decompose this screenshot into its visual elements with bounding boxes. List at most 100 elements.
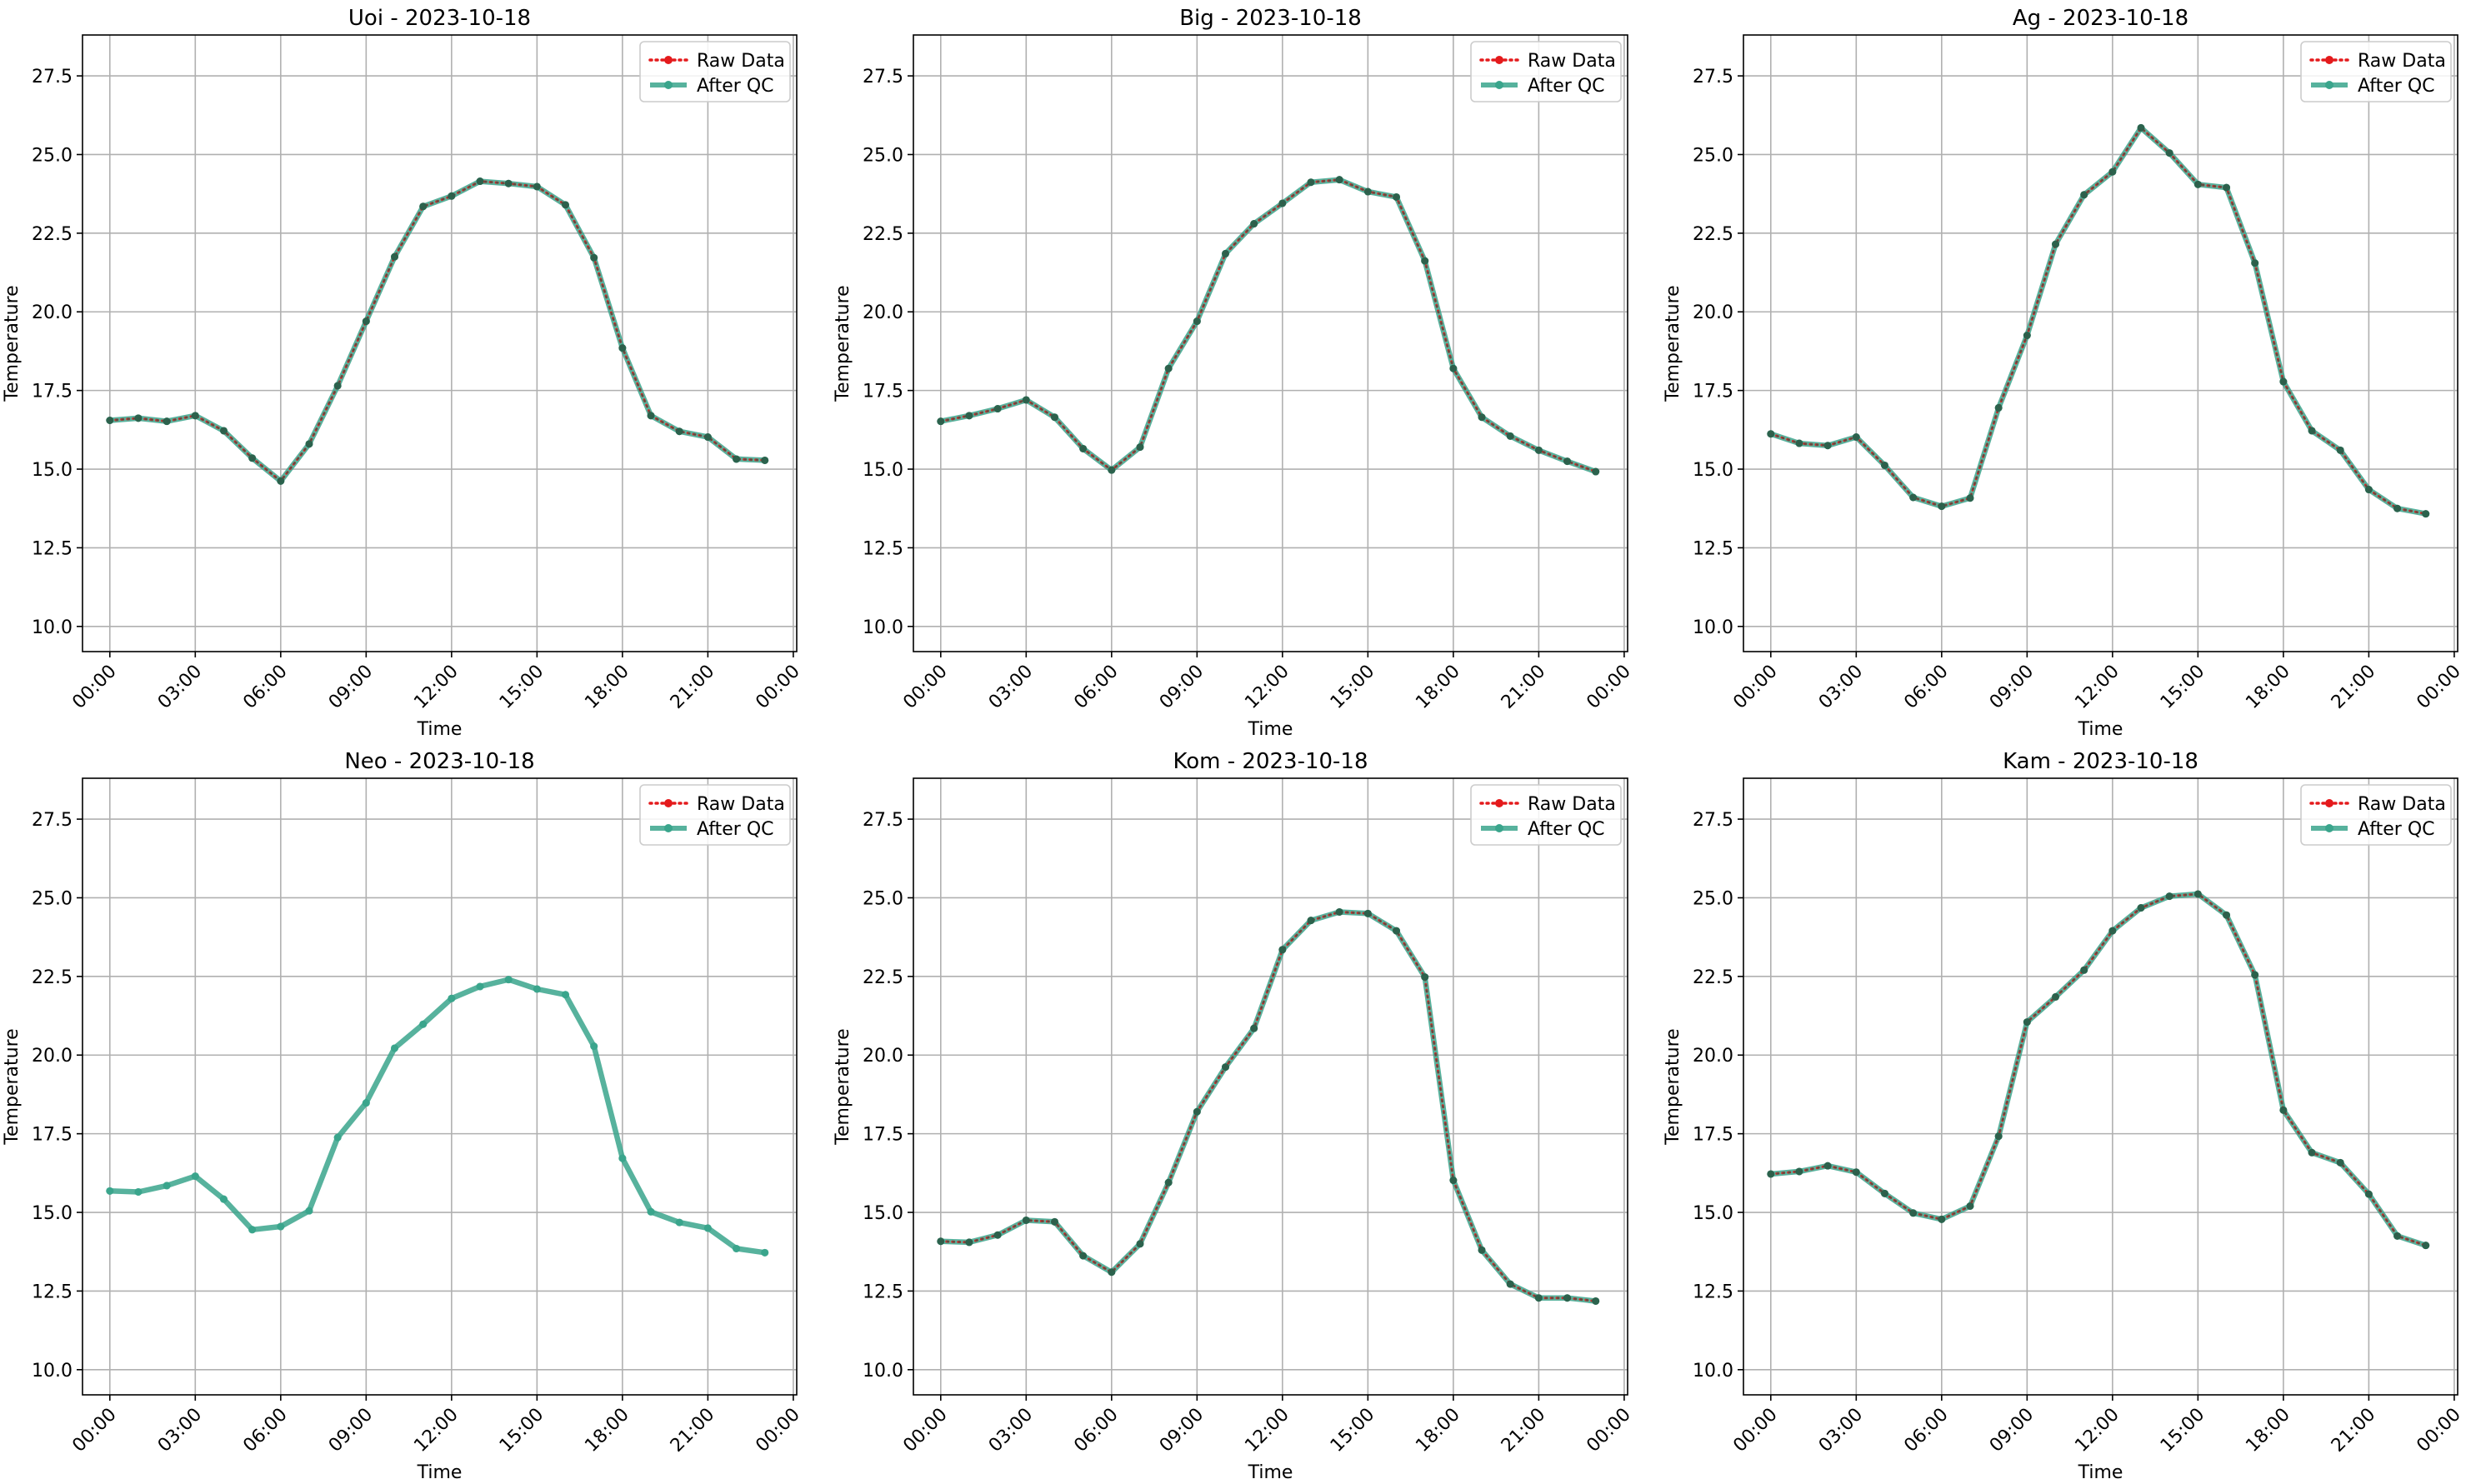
y-tick-label: 17.5 <box>1693 1125 1733 1146</box>
y-tick-label: 10.0 <box>1693 617 1733 638</box>
x-tick-label: 03:00 <box>154 661 207 713</box>
x-axis-label: Time <box>417 1462 463 1483</box>
series-raw-point <box>647 412 655 420</box>
x-tick-label: 06:00 <box>239 1404 292 1457</box>
chart-panel-5: 10.0 12.5 15.0 17.5 20.0 22.5 25.0 27.5 00:00 03:… <box>833 749 1635 1483</box>
x-tick-label: 00:00 <box>752 661 804 713</box>
legend-qc-marker <box>1495 824 1503 832</box>
chart-title: Kam - 2023-10-18 <box>2003 749 2198 774</box>
legend-raw-marker <box>664 799 673 807</box>
x-tick-label: 03:00 <box>1815 661 1868 713</box>
y-tick-label: 20.0 <box>863 1046 903 1067</box>
x-tick-label: 18:00 <box>1412 661 1464 713</box>
y-axis-label: Temperature <box>2 285 23 402</box>
x-tick-label: 09:00 <box>325 661 378 713</box>
x-tick-label: 06:00 <box>1900 661 1953 713</box>
series-raw-point <box>618 1154 627 1162</box>
legend: Raw Data After QC <box>2300 41 2452 102</box>
series-raw-point <box>333 382 342 390</box>
x-tick-label: 09:00 <box>1156 1404 1208 1457</box>
y-tick-label: 20.0 <box>863 302 903 323</box>
plot-frame <box>913 777 1628 1396</box>
series-raw-point <box>1938 502 1946 511</box>
series-raw-point <box>248 1226 257 1234</box>
series-overlap-line <box>940 178 1597 473</box>
x-axis-label: Time <box>2078 719 2123 740</box>
series-raw-point <box>1938 1215 1946 1223</box>
series-raw-point <box>590 1042 598 1051</box>
x-tick-label: 18:00 <box>2242 1404 2294 1457</box>
series-raw-point <box>1795 1167 1803 1176</box>
y-tick-label: 25.0 <box>1693 888 1733 909</box>
x-tick-label: 06:00 <box>239 661 292 713</box>
series-raw-point <box>533 985 541 993</box>
x-tick-label: 12:00 <box>410 661 463 713</box>
series-raw-point <box>1335 176 1343 184</box>
series-raw-line <box>939 910 1598 1302</box>
series-raw-point <box>191 1172 199 1181</box>
chart-panel-4: 10.0 12.5 15.0 17.5 20.0 22.5 25.0 27.5 00:00 03:… <box>2 749 804 1483</box>
y-tick-label: 12.5 <box>863 1282 903 1302</box>
series-raw-point <box>1852 1168 1860 1177</box>
y-tick-label: 17.5 <box>32 382 73 402</box>
x-tick-label: 00:00 <box>1729 661 1782 713</box>
series-overlap-line <box>109 180 765 482</box>
legend: Raw Data After QC <box>639 784 791 846</box>
series-raw-point <box>1449 1177 1458 1185</box>
series-raw-point <box>2052 240 2060 248</box>
series-raw-point <box>163 417 171 426</box>
series-raw-point <box>1592 1297 1600 1305</box>
legend-raw-label: Raw Data <box>2358 51 2446 72</box>
series-raw-point <box>993 1231 1002 1239</box>
y-tick-label: 25.0 <box>32 888 73 909</box>
series-after-qc-line <box>1768 891 2428 1248</box>
series-raw-point <box>2165 892 2173 901</box>
y-tick-label: 27.5 <box>32 67 73 87</box>
x-tick-label: 09:00 <box>1986 1404 2038 1457</box>
series-raw-point <box>2422 510 2430 518</box>
series-raw-point <box>2336 1158 2344 1167</box>
series-overlap-line <box>940 911 1596 1302</box>
y-tick-label: 22.5 <box>863 967 903 988</box>
chart-panel-2: 10.0 12.5 15.0 17.5 20.0 22.5 25.0 27.5 00:00 03:… <box>833 6 1635 740</box>
chart-panel-1: 10.0 12.5 15.0 17.5 20.0 22.5 25.0 27.5 00:00 03:… <box>2 6 804 740</box>
series-raw-point <box>761 1248 769 1257</box>
y-tick-label: 25.0 <box>863 145 903 166</box>
series-raw-point <box>476 982 484 991</box>
y-tick-label: 12.5 <box>32 1282 73 1302</box>
y-tick-label: 27.5 <box>1693 810 1733 831</box>
y-axis-label: Temperature <box>1663 285 1683 402</box>
y-tick-label: 22.5 <box>32 224 73 245</box>
plot-frame <box>913 34 1628 652</box>
plot-frame <box>82 34 798 652</box>
x-axis-label: Time <box>2078 1462 2123 1483</box>
chart-panel-3: 10.0 12.5 15.0 17.5 20.0 22.5 25.0 27.5 00:00 03:… <box>1663 6 2465 740</box>
legend-raw-marker <box>664 56 673 64</box>
series-raw-point <box>675 1218 683 1227</box>
y-tick-label: 25.0 <box>863 888 903 909</box>
x-tick-label: 21:00 <box>2328 661 2380 713</box>
y-tick-label: 17.5 <box>1693 382 1733 402</box>
x-tick-label: 21:00 <box>1498 661 1550 713</box>
series-raw-point <box>134 414 143 422</box>
legend-raw-label: Raw Data <box>697 794 785 815</box>
series-raw-point <box>1478 413 1486 422</box>
chart-panel-6: 10.0 12.5 15.0 17.5 20.0 22.5 25.0 27.5 00:00 03:… <box>1663 749 2465 1483</box>
plot-frame <box>1743 777 2458 1396</box>
x-tick-label: 18:00 <box>581 661 633 713</box>
x-tick-label: 15:00 <box>496 661 548 713</box>
x-tick-label: 12:00 <box>1241 1404 1293 1457</box>
legend-raw-label: Raw Data <box>1528 51 1616 72</box>
y-tick-label: 22.5 <box>863 224 903 245</box>
y-axis-label: Temperature <box>2 1028 23 1145</box>
y-tick-label: 10.0 <box>863 617 903 638</box>
chart-title: Kom - 2023-10-18 <box>1173 749 1368 774</box>
y-tick-label: 27.5 <box>863 810 903 831</box>
legend: Raw Data After QC <box>1470 41 1622 102</box>
series-raw-line <box>1769 126 2428 516</box>
x-tick-label: 00:00 <box>68 1404 121 1457</box>
series-raw-point <box>2422 1242 2430 1250</box>
y-tick-label: 10.0 <box>32 617 73 638</box>
series-raw-point <box>965 412 973 420</box>
y-tick-label: 15.0 <box>863 1203 903 1224</box>
